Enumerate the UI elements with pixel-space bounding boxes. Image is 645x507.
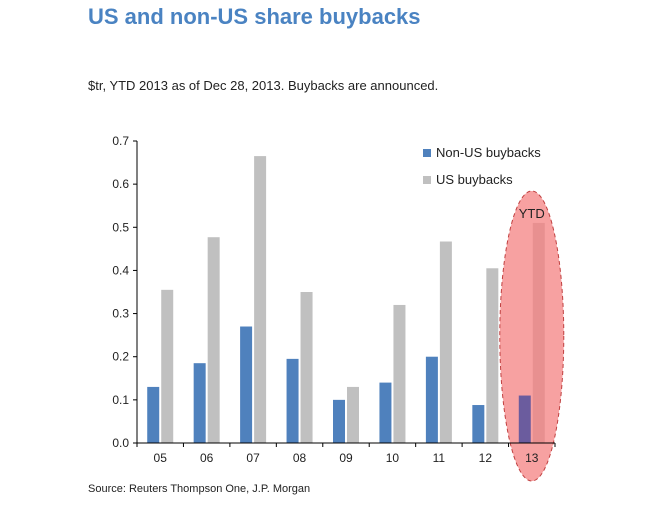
bar-us-09 [347,386,359,443]
x-tick-label: 07 [246,451,260,465]
legend-label-non-us: Non-US buybacks [436,145,541,160]
bar-non-us-08 [286,358,299,443]
bar-non-us-10 [379,382,392,443]
bar-non-us-12 [472,405,485,443]
legend-swatch-non-us [423,149,431,157]
y-tick-label: 0.1 [112,393,129,407]
y-tick-label: 0.3 [112,307,129,321]
bar-non-us-13 [518,395,531,443]
x-tick-label: 13 [525,451,539,465]
x-tick-label: 10 [386,451,400,465]
chart-subtitle: $tr, YTD 2013 as of Dec 28, 2013. Buybac… [88,78,439,93]
x-tick-label: 08 [293,451,307,465]
y-tick-label: 0.5 [112,220,129,234]
y-tick-label: 0.6 [112,177,129,191]
legend-swatch-us [423,176,431,184]
bar-us-07 [254,156,267,443]
bar-non-us-07 [240,326,253,443]
annotation-ytd: YTD [519,206,545,221]
x-tick-label: 12 [479,451,493,465]
bar-us-08 [300,292,313,443]
bar-non-us-09 [333,399,345,443]
bar-us-10 [393,304,406,443]
source-note: Source: Reuters Thompson One, J.P. Morga… [88,483,311,495]
bar-non-us-05 [147,386,160,443]
x-tick-label: 05 [154,451,168,465]
bar-us-05 [161,289,174,443]
bar-us-11 [439,241,452,443]
bar-non-us-11 [425,356,438,443]
bar-us-06 [207,237,220,443]
y-tick-label: 0.2 [112,350,129,364]
highlight-ellipse [499,190,565,482]
x-tick-label: 11 [433,451,446,465]
bar-us-13 [532,222,545,443]
x-tick-label: 06 [200,451,214,465]
bar-us-12 [486,268,499,443]
y-tick-label: 0.0 [112,436,129,450]
y-tick-label: 0.4 [112,263,129,277]
x-tick-label: 09 [339,451,353,465]
legend-label-us: US buybacks [436,172,513,187]
y-tick-label: 0.7 [112,134,129,148]
chart-title: US and non-US share buybacks [88,4,421,29]
bar-non-us-06 [193,363,206,443]
